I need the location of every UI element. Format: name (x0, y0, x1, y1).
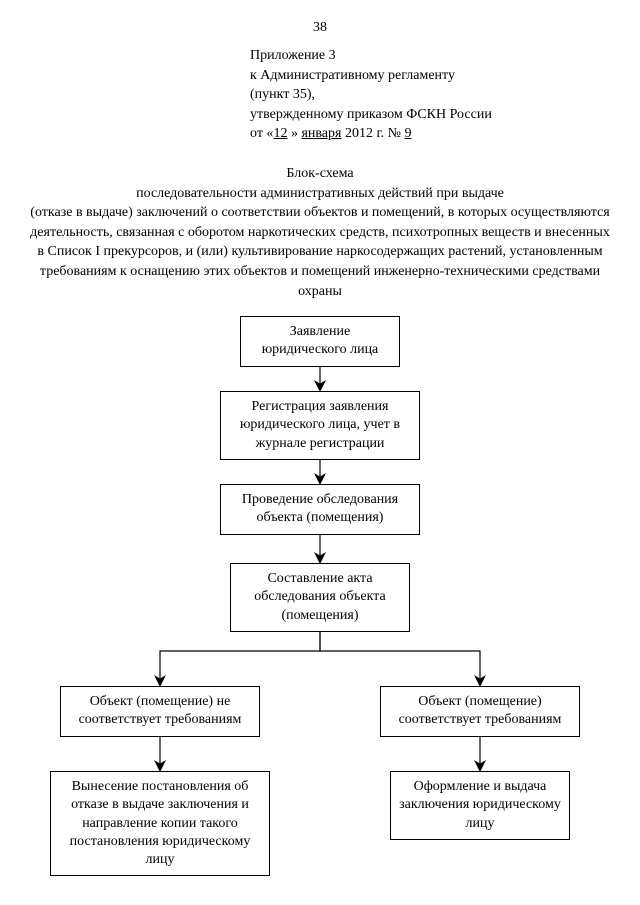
page-number: 38 (30, 20, 610, 36)
flowchart-node: Вынесение постановления об отказе в выда… (50, 771, 270, 876)
flowchart-node: Составление акта обследования объекта (п… (230, 563, 410, 632)
title-line: Блок-схема (30, 164, 610, 184)
title-line: последовательности административных дейс… (30, 184, 610, 204)
flowchart-node: Проведение обследования объекта (помещен… (220, 484, 420, 534)
flowchart-node: Оформление и выдача заключения юридическ… (390, 771, 570, 840)
flowchart-node: Объект (помещение) соответствует требова… (380, 686, 580, 736)
header-line: от «12 » января 2012 г. № 9 (250, 124, 610, 144)
flowchart-node: Заявление юридического лица (240, 316, 400, 366)
header-day: 12 (273, 126, 287, 141)
header-month: января (301, 126, 341, 141)
header-line: (пункт 35), (250, 85, 610, 105)
flowchart-node: Объект (помещение) не соответствует треб… (60, 686, 260, 736)
header-order-num: 9 (404, 126, 411, 141)
header-line: утвержденному приказом ФСКН России (250, 105, 610, 125)
document-title: Блок-схема последовательности администра… (30, 164, 610, 301)
header-text: от « (250, 126, 273, 141)
header-line: к Административному регламенту (250, 66, 610, 86)
header-text: » (291, 126, 298, 141)
flowchart-node: Регистрация заявления юридического лица,… (220, 391, 420, 460)
appendix-header: Приложение 3 к Административному регламе… (250, 46, 610, 144)
title-line: (отказе в выдаче) заключений о соответст… (30, 203, 610, 301)
header-line: Приложение 3 (250, 46, 610, 66)
header-text: 2012 г. № (345, 126, 401, 141)
flowchart: Заявление юридического лица Регистрация з… (30, 316, 610, 876)
